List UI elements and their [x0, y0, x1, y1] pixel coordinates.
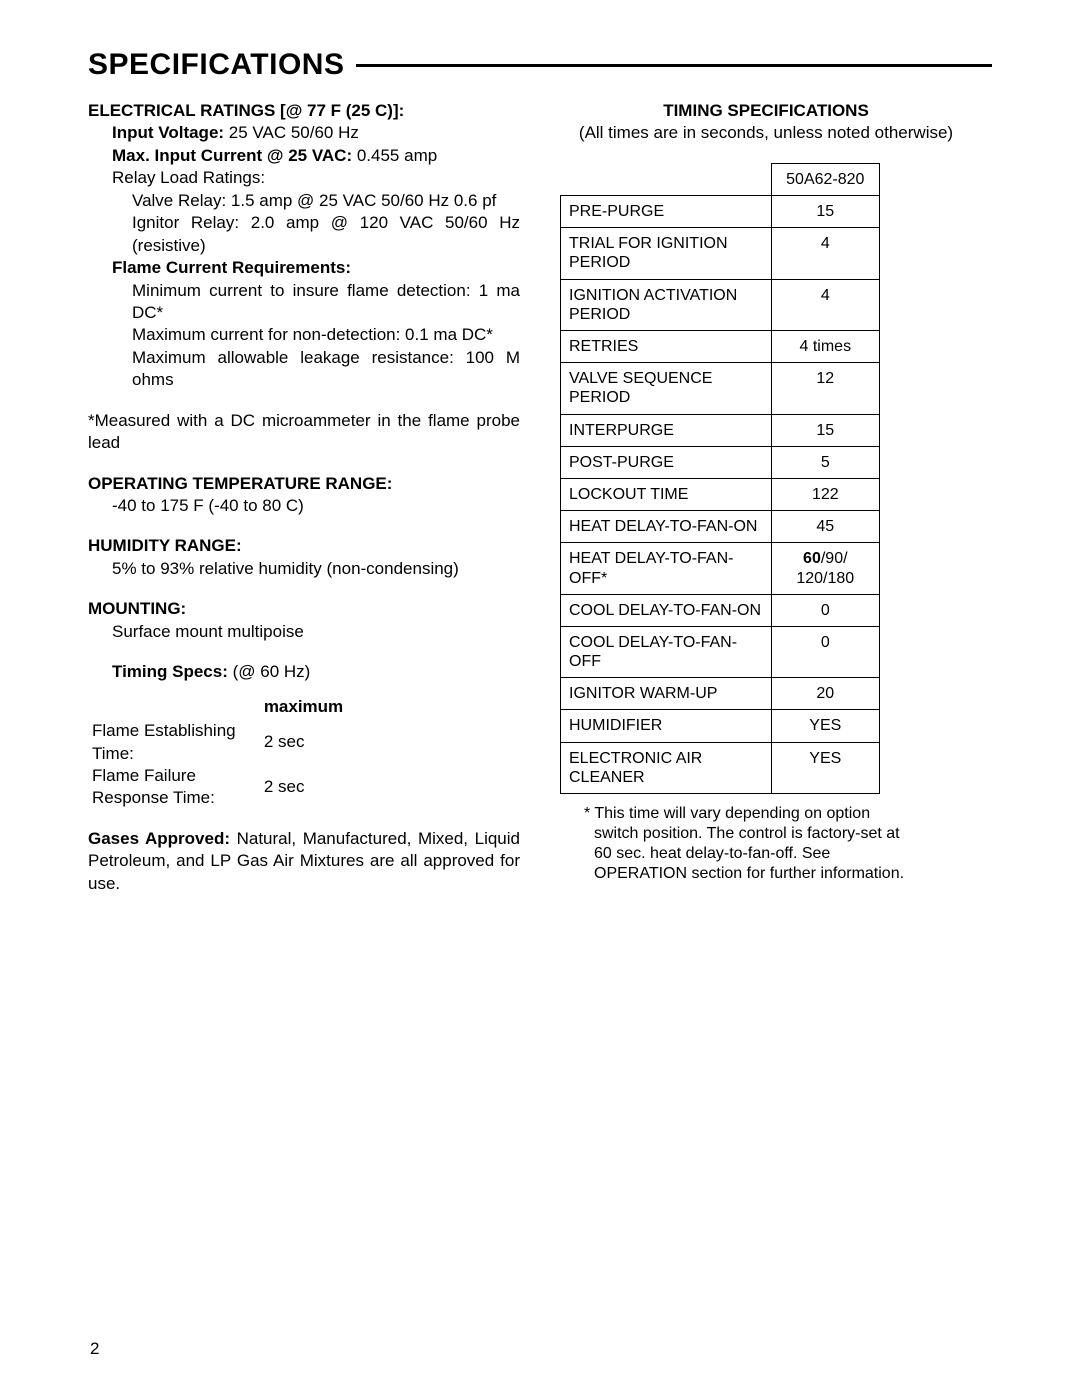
timing-row-label: Flame Failure Response Time:: [88, 765, 260, 810]
table-row: COOL DELAY-TO-FAN-OFF0: [561, 626, 880, 677]
timing-spec-subheading: (All times are in seconds, unless noted …: [540, 122, 992, 144]
timing-row-val: 2 sec: [260, 720, 347, 765]
valve-relay: Valve Relay: 1.5 amp @ 25 VAC 50/60 Hz 0…: [88, 190, 520, 212]
title-rule: [356, 64, 992, 67]
timing-col-header: maximum: [260, 696, 347, 720]
humidity-heading: HUMIDITY RANGE:: [88, 535, 520, 557]
table-row: COOL DELAY-TO-FAN-ON0: [561, 594, 880, 626]
spec-table: 50A62-820 PRE-PURGE15 TRIAL FOR IGNITION…: [560, 163, 880, 794]
table-row: INTERPURGE15: [561, 414, 880, 446]
timing-row-val: 2 sec: [260, 765, 347, 810]
spec-val-bold: 60: [803, 550, 821, 567]
flame-max: Maximum current for non-detection: 0.1 m…: [88, 324, 520, 346]
model-header: 50A62-820: [771, 163, 879, 195]
spec-label: RETRIES: [561, 331, 772, 363]
flame-min: Minimum current to insure flame detectio…: [88, 280, 520, 325]
table-row: HUMIDIFIERYES: [561, 710, 880, 742]
op-temp-heading: OPERATING TEMPERATURE RANGE:: [88, 473, 520, 495]
table-row: PRE-PURGE15: [561, 196, 880, 228]
gases-label: Gases Approved:: [88, 829, 230, 848]
timing-specs-line: Timing Specs: (@ 60 Hz): [88, 661, 520, 683]
table-row: LOCKOUT TIME122: [561, 478, 880, 510]
table-row: VALVE SEQUENCE PERIOD12: [561, 363, 880, 414]
spec-label: HEAT DELAY-TO-FAN-OFF*: [561, 543, 772, 594]
columns: ELECTRICAL RATINGS [@ 77 F (25 C)]: Inpu…: [88, 100, 992, 895]
table-row: HEAT DELAY-TO-FAN-OFF* 60/90/ 120/180: [561, 543, 880, 594]
spec-val: 0: [771, 626, 879, 677]
flame-leak: Maximum allowable leakage resistance: 10…: [88, 347, 520, 392]
max-input-label: Max. Input Current @ 25 VAC:: [112, 146, 352, 165]
title-row: Specifications: [88, 48, 992, 82]
spec-val: 15: [771, 414, 879, 446]
spec-label: LOCKOUT TIME: [561, 478, 772, 510]
blank-cell: [561, 163, 772, 195]
spec-label: COOL DELAY-TO-FAN-OFF: [561, 626, 772, 677]
gases-paragraph: Gases Approved: Natural, Manufactured, M…: [88, 828, 520, 895]
spec-label: COOL DELAY-TO-FAN-ON: [561, 594, 772, 626]
table-footnote: * This time will vary depending on optio…: [560, 804, 914, 884]
spec-label: HEAT DELAY-TO-FAN-ON: [561, 511, 772, 543]
table-row: IGNITOR WARM-UP20: [561, 678, 880, 710]
timing-specs-label: Timing Specs:: [112, 662, 228, 681]
table-row: Flame Establishing Time: 2 sec: [88, 720, 347, 765]
input-voltage-label: Input Voltage:: [112, 123, 224, 142]
timing-spec-heading: TIMING SPECIFICATIONS: [540, 100, 992, 122]
spec-label: PRE-PURGE: [561, 196, 772, 228]
table-row: maximum: [88, 696, 347, 720]
spec-val: 12: [771, 363, 879, 414]
input-voltage-value: 25 VAC 50/60 Hz: [224, 123, 359, 142]
page-number: 2: [90, 1339, 99, 1359]
relay-heading: Relay Load Ratings:: [88, 167, 520, 189]
spec-val: 0: [771, 594, 879, 626]
table-row: ELECTRONIC AIR CLEANERYES: [561, 742, 880, 793]
spec-val: 5: [771, 446, 879, 478]
table-row: IGNITION ACTIVATION PERIOD4: [561, 279, 880, 330]
spec-label: INTERPURGE: [561, 414, 772, 446]
spec-label: VALVE SEQUENCE PERIOD: [561, 363, 772, 414]
spec-label: HUMIDIFIER: [561, 710, 772, 742]
max-input-line: Max. Input Current @ 25 VAC: 0.455 amp: [88, 145, 520, 167]
humidity-value: 5% to 93% relative humidity (non-condens…: [88, 558, 520, 580]
table-row: RETRIES4 times: [561, 331, 880, 363]
spec-label: ELECTRONIC AIR CLEANER: [561, 742, 772, 793]
spec-label: IGNITION ACTIVATION PERIOD: [561, 279, 772, 330]
max-input-value: 0.455 amp: [352, 146, 437, 165]
spec-val: 4: [771, 279, 879, 330]
page: Specifications ELECTRICAL RATINGS [@ 77 …: [0, 0, 1080, 1397]
input-voltage-line: Input Voltage: 25 VAC 50/60 Hz: [88, 122, 520, 144]
spec-val: YES: [771, 710, 879, 742]
table-row: POST-PURGE5: [561, 446, 880, 478]
table-row: TRIAL FOR IGNITION PERIOD4: [561, 228, 880, 279]
spec-val: 4 times: [771, 331, 879, 363]
table-row: HEAT DELAY-TO-FAN-ON45: [561, 511, 880, 543]
spec-val: 15: [771, 196, 879, 228]
ignitor-relay: Ignitor Relay: 2.0 amp @ 120 VAC 50/60 H…: [88, 212, 520, 257]
mounting-value: Surface mount multipoise: [88, 621, 520, 643]
spec-label: POST-PURGE: [561, 446, 772, 478]
spec-val: YES: [771, 742, 879, 793]
mounting-heading: MOUNTING:: [88, 598, 520, 620]
timing-small-table: maximum Flame Establishing Time: 2 sec F…: [88, 696, 347, 810]
spec-val: 60/90/ 120/180: [771, 543, 879, 594]
spec-label: TRIAL FOR IGNITION PERIOD: [561, 228, 772, 279]
spec-table-wrap: 50A62-820 PRE-PURGE15 TRIAL FOR IGNITION…: [540, 163, 992, 884]
spec-label: IGNITOR WARM-UP: [561, 678, 772, 710]
spec-val: 20: [771, 678, 879, 710]
left-column: ELECTRICAL RATINGS [@ 77 F (25 C)]: Inpu…: [88, 100, 520, 895]
timing-row-label: Flame Establishing Time:: [88, 720, 260, 765]
electrical-heading: ELECTRICAL RATINGS [@ 77 F (25 C)]:: [88, 100, 520, 122]
op-temp-value: -40 to 175 F (-40 to 80 C): [88, 495, 520, 517]
spec-val: 4: [771, 228, 879, 279]
spec-val: 122: [771, 478, 879, 510]
page-title: Specifications: [88, 48, 356, 82]
flame-req-heading: Flame Current Requirements:: [88, 257, 520, 279]
measured-note: *Measured with a DC microammeter in the …: [88, 410, 520, 455]
timing-specs-cond: (@ 60 Hz): [228, 662, 310, 681]
table-row: 50A62-820: [561, 163, 880, 195]
right-column: TIMING SPECIFICATIONS (All times are in …: [540, 100, 992, 895]
spec-val: 45: [771, 511, 879, 543]
table-row: Flame Failure Response Time: 2 sec: [88, 765, 347, 810]
